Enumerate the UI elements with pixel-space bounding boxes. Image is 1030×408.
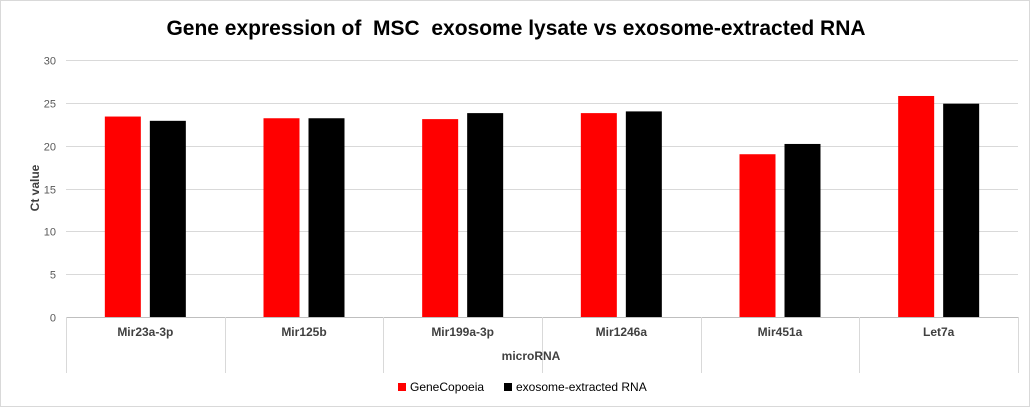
legend-swatch — [398, 383, 406, 391]
gridlines — [66, 60, 1018, 318]
y-axis-ticks: 0 5 10 15 20 25 30 — [44, 56, 56, 325]
bar — [104, 116, 141, 317]
y-tick-label: 5 — [50, 270, 56, 282]
bar — [898, 95, 935, 317]
legend-swatch — [504, 383, 512, 391]
bar — [739, 154, 776, 317]
x-tick-label: Let7a — [923, 325, 955, 339]
x-tick-label: Mir125b — [281, 325, 326, 339]
chart-title: Gene expression of MSC exosome lysate vs… — [166, 17, 865, 40]
y-tick-label: 10 — [44, 227, 56, 239]
bar — [625, 111, 662, 318]
legend-label: GeneCopoeia — [410, 380, 484, 394]
y-tick-label: 0 — [50, 313, 56, 325]
legend-label: exosome-extracted RNA — [516, 380, 647, 394]
bar — [308, 118, 345, 318]
x-axis: Mir23a-3p Mir125b Mir199a-3p Mir1246a Mir451… — [66, 317, 1019, 373]
x-axis-title: microRNA — [502, 349, 561, 363]
x-tick-label: Mir199a-3p — [431, 325, 494, 339]
y-tick-label: 30 — [44, 56, 56, 68]
y-tick-label: 20 — [44, 142, 56, 154]
bar — [149, 120, 186, 317]
y-tick-label: 15 — [44, 185, 56, 197]
bar — [263, 118, 300, 318]
bar — [943, 103, 980, 317]
bar — [467, 113, 504, 317]
bar — [580, 113, 617, 317]
bar — [422, 119, 459, 317]
y-tick-label: 25 — [44, 99, 56, 111]
bars — [104, 95, 980, 318]
x-tick-label: Mir1246a — [596, 325, 648, 339]
x-tick-label: Mir23a-3p — [117, 325, 173, 339]
x-tick-label: Mir451a — [758, 325, 803, 339]
legend: GeneCopoeia exosome-extracted RNA — [398, 380, 647, 394]
bar — [784, 143, 821, 317]
y-axis-title: Ct value — [28, 164, 42, 211]
